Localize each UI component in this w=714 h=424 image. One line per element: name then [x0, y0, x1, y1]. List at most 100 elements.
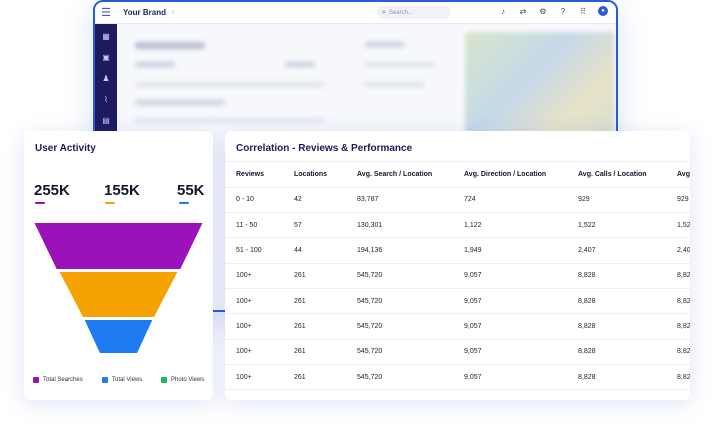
table-cell: 0 - 10 — [225, 187, 294, 214]
table-cell: 8,828 — [578, 288, 677, 315]
table-cell: 100+ — [225, 263, 294, 289]
funnel-segment-photo-views — [84, 320, 153, 353]
search-input[interactable]: ⌕ Search... — [377, 6, 451, 19]
column-header[interactable]: Reviews — [225, 162, 294, 188]
legend-item-photo-views: Photo Views — [161, 377, 204, 383]
table-cell: 8,82 — [677, 364, 690, 391]
table-cell: 8,828 — [578, 339, 677, 365]
column-header[interactable]: Avg. Direction / Location — [464, 162, 578, 188]
column-header[interactable]: Locations — [294, 162, 357, 188]
table-header-row: Reviews Locations Avg. Search / Location… — [225, 162, 690, 188]
apps-grid-icon[interactable]: ⠿ — [580, 6, 586, 16]
correlation-table: Reviews Locations Avg. Search / Location… — [225, 162, 690, 391]
legend-swatch — [33, 377, 39, 383]
legend-item-total-views: Total Views — [102, 377, 142, 383]
table-cell: 9,057 — [464, 288, 578, 315]
legend-label: Total Searches — [43, 377, 83, 383]
card-title: User Activity — [35, 143, 96, 154]
table-cell: 11 - 50 — [225, 212, 294, 239]
correlation-card: Correlation - Reviews & Performance Revi… — [225, 131, 690, 400]
table-cell: 8,828 — [578, 263, 677, 289]
table-cell: 545,720 — [357, 288, 464, 315]
dashboard-icon[interactable]: ▦ — [102, 31, 110, 41]
table-row[interactable]: 100+ 261 545,720 9,057 8,828 8,82 — [225, 288, 690, 315]
column-header[interactable]: Avg. Search / Location — [357, 162, 464, 188]
table-cell: 545,720 — [357, 263, 464, 289]
chevron-right-icon: › — [171, 9, 175, 16]
table-cell: 8,82 — [677, 313, 690, 340]
funnel-chart — [34, 223, 203, 353]
table-cell: 545,720 — [357, 339, 464, 365]
table-body: 0 - 10 42 83,787 724 929 929 11 - 50 57 130,301 1… — [225, 187, 690, 391]
stat-photo-views: 55K — [177, 182, 205, 199]
table-cell: 8,82 — [677, 339, 690, 365]
table-cell: 8,82 — [677, 263, 690, 289]
brand-name[interactable]: Your Brand — [123, 8, 166, 17]
calendar-icon[interactable]: ▣ — [102, 52, 110, 62]
stat-total-views: 155K — [104, 182, 140, 199]
table-cell: 2,407 — [578, 237, 677, 264]
table-cell: 100+ — [225, 364, 294, 391]
table-row[interactable]: 100+ 261 545,720 9,057 8,828 8,82 — [225, 313, 690, 340]
table-cell: 8,82 — [677, 288, 690, 315]
table-cell: 42 — [294, 187, 357, 214]
table-cell: 8,828 — [578, 313, 677, 340]
table-cell: 100+ — [225, 313, 294, 340]
funnel-segment-total-views — [59, 272, 178, 317]
table-cell: 1,122 — [464, 212, 578, 239]
table-cell: 130,301 — [357, 212, 464, 239]
legend-label: Total Views — [112, 377, 143, 383]
table-cell: 9,057 — [464, 364, 578, 391]
translate-icon[interactable]: ⇄ — [519, 6, 527, 16]
table-cell: 261 — [294, 263, 357, 289]
divider — [225, 161, 690, 162]
top-bar: ☰ Your Brand › ⌕ Search... ♪ ⇄ ⚙ ? ⠿ ● — [95, 2, 616, 24]
avatar[interactable]: ● — [598, 6, 608, 16]
table-row[interactable]: 100+ 261 545,720 9,057 8,828 8,82 — [225, 364, 690, 391]
stat-underline-views — [105, 202, 115, 204]
table-cell: 261 — [294, 364, 357, 391]
legend-item-total-searches: Total Searches — [33, 377, 83, 383]
stat-underline-photo — [179, 202, 189, 204]
table-cell: 1,52 — [677, 212, 690, 239]
table-cell: 8,828 — [578, 364, 677, 391]
table-cell: 2,40 — [677, 237, 690, 264]
column-header[interactable]: Avg. Calls / Location — [578, 162, 677, 188]
stat-underline-searches — [35, 202, 45, 204]
table-cell: 929 — [578, 187, 677, 214]
table-cell: 9,057 — [464, 263, 578, 289]
bell-icon[interactable]: ♪ — [501, 6, 505, 16]
table-cell: 261 — [294, 288, 357, 315]
table-cell: 929 — [677, 187, 690, 214]
topbar-actions: ♪ ⇄ ⚙ ? ⠿ ● — [498, 6, 608, 16]
table-cell: 545,720 — [357, 313, 464, 340]
user-activity-card: User Activity 255K 155K 55K Total Search… — [24, 131, 213, 400]
table-cell: 261 — [294, 339, 357, 365]
search-icon: ⌕ — [382, 8, 386, 16]
table-cell: 100+ — [225, 288, 294, 315]
legend-label: Photo Views — [171, 377, 205, 383]
help-icon[interactable]: ? — [560, 6, 566, 16]
legend-swatch — [102, 377, 108, 383]
table-cell: 51 - 100 — [225, 237, 294, 264]
column-header[interactable]: Avg. — [677, 162, 690, 188]
table-cell: 1,522 — [578, 212, 677, 239]
gear-icon[interactable]: ⚙ — [539, 6, 547, 16]
table-cell: 57 — [294, 212, 357, 239]
table-row[interactable]: 100+ 261 545,720 9,057 8,828 8,82 — [225, 263, 690, 289]
table-cell: 44 — [294, 237, 357, 264]
table-cell: 724 — [464, 187, 578, 214]
table-row[interactable]: 11 - 50 57 130,301 1,122 1,522 1,52 — [225, 212, 690, 239]
menu-icon[interactable]: ☰ — [101, 7, 111, 19]
funnel-segment-total-searches — [34, 223, 203, 269]
table-row[interactable]: 51 - 100 44 194,136 1,949 2,407 2,40 — [225, 237, 690, 264]
table-cell: 1,949 — [464, 237, 578, 264]
table-cell: 83,787 — [357, 187, 464, 214]
table-row[interactable]: 100+ 261 545,720 9,057 8,828 8,82 — [225, 339, 690, 365]
trend-icon[interactable]: ⌇ — [104, 94, 108, 104]
table-row[interactable]: 0 - 10 42 83,787 724 929 929 — [225, 187, 690, 214]
users-icon[interactable]: ♟ — [102, 73, 110, 83]
card-title: Correlation - Reviews & Performance — [236, 143, 413, 154]
report-icon[interactable]: ▤ — [102, 115, 110, 125]
table-cell: 261 — [294, 313, 357, 340]
